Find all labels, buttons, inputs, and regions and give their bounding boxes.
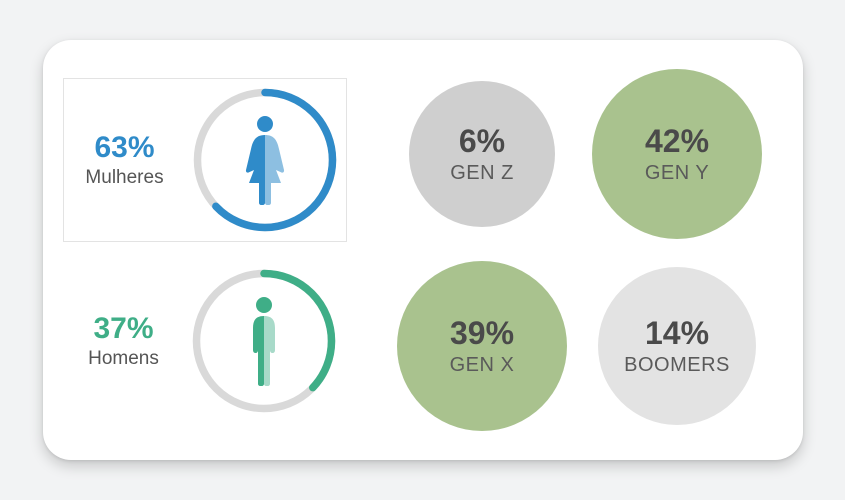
demographics-card: 63% Mulheres xyxy=(43,40,803,460)
female-label: Mulheres xyxy=(70,167,180,189)
gender-text-male: 37% Homens xyxy=(69,312,179,370)
boomers-label: BOOMERS xyxy=(624,354,730,377)
gen-x-percent: 39% xyxy=(450,315,514,352)
male-ring xyxy=(189,266,339,416)
boomers-percent: 14% xyxy=(645,315,709,352)
female-icon xyxy=(190,85,340,235)
bubble-boomers: 14% BOOMERS xyxy=(598,267,756,425)
gender-column: 63% Mulheres xyxy=(63,78,347,422)
gender-block-male: 37% Homens xyxy=(63,260,347,422)
gen-z-label: GEN Z xyxy=(450,162,514,185)
gender-block-female: 63% Mulheres xyxy=(63,78,347,242)
gen-z-percent: 6% xyxy=(459,123,505,160)
male-icon xyxy=(189,266,339,416)
gender-text-female: 63% Mulheres xyxy=(70,131,180,189)
male-label: Homens xyxy=(69,348,179,370)
bubble-gen-y: 42% GEN Y xyxy=(592,69,762,239)
bubble-gen-z: 6% GEN Z xyxy=(409,81,555,227)
gen-x-label: GEN X xyxy=(450,354,515,377)
male-percent: 37% xyxy=(69,312,179,346)
female-percent: 63% xyxy=(70,131,180,165)
female-ring xyxy=(190,85,340,235)
gen-y-label: GEN Y xyxy=(645,162,709,185)
gen-y-percent: 42% xyxy=(645,123,709,160)
generation-bubbles: 6% GEN Z 42% GEN Y 39% GEN X 14% BOOMERS xyxy=(397,69,763,431)
bubble-gen-x: 39% GEN X xyxy=(397,261,567,431)
